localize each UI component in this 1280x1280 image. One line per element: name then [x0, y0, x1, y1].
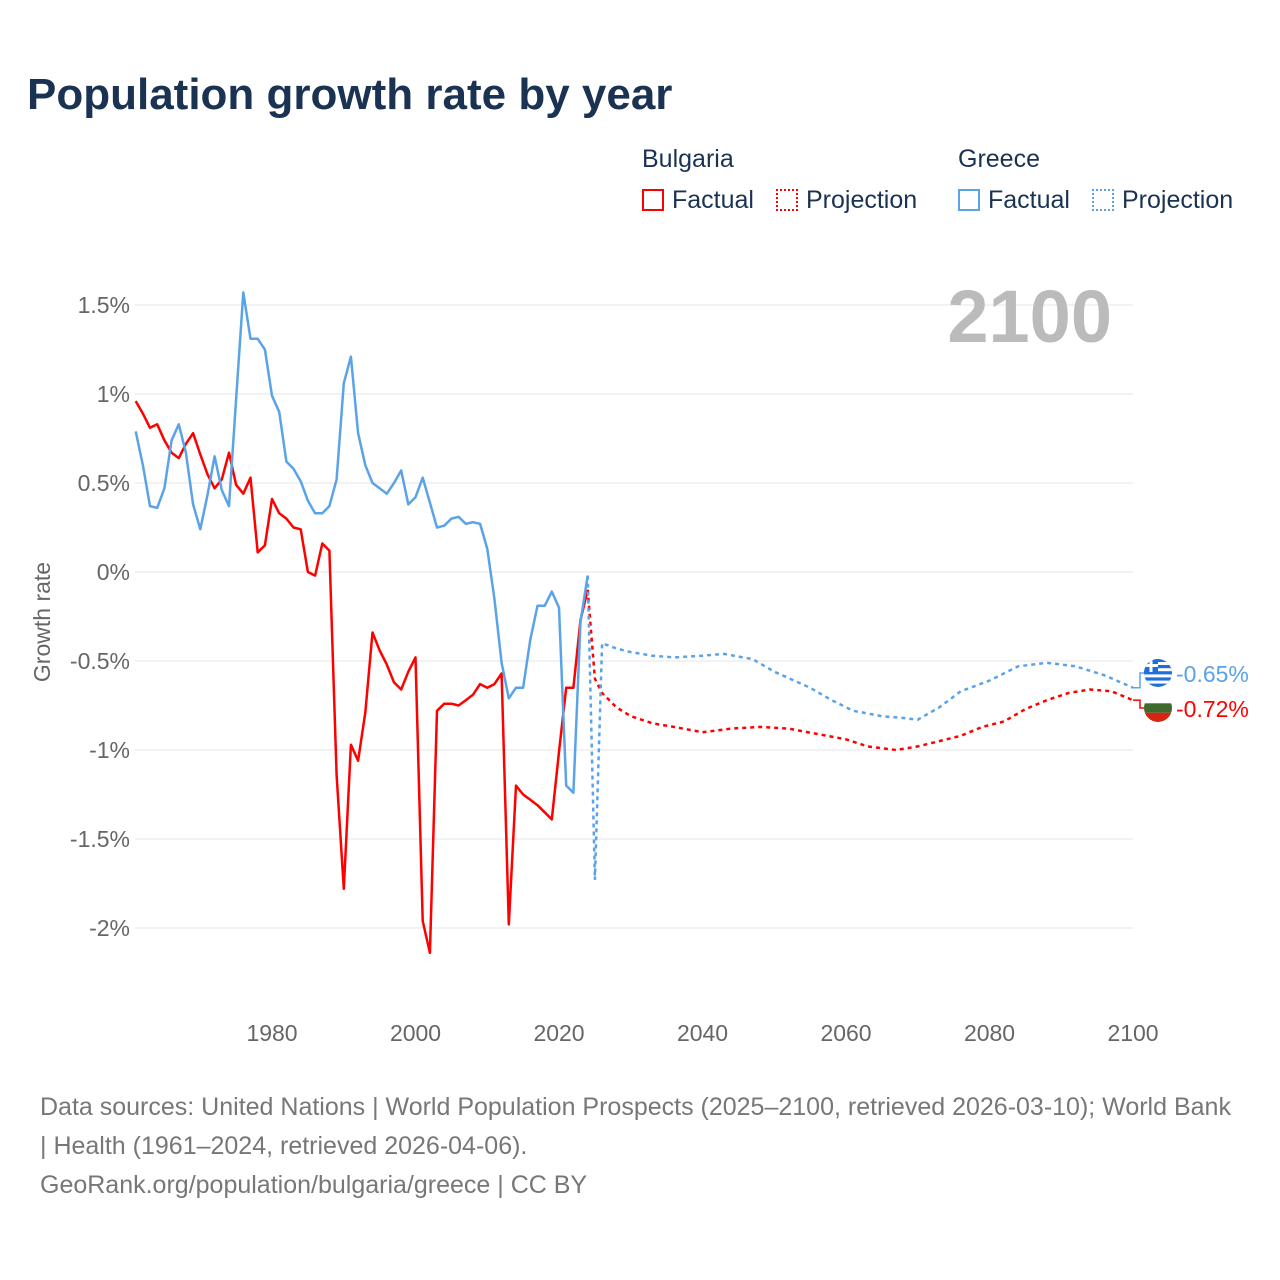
legend-swatch-solid: [958, 189, 980, 211]
legend-swatch-dotted: [776, 189, 798, 211]
line-chart: 1.5% 1% 0.5% 0% -0.5% -1% -1.5% -2% 1980 2000 2020…: [29, 275, 1249, 1046]
legend-group-greece: Greece: [958, 145, 1040, 173]
data-sources: Data sources: United Nations | World Pop…: [40, 1093, 1231, 1160]
x-tick-label: 2100: [1107, 1020, 1158, 1046]
legend-swatch-solid: [642, 189, 664, 211]
x-tick-label: 2080: [964, 1020, 1015, 1046]
legend-greece-projection[interactable]: Projection: [1092, 186, 1233, 215]
chart-title: Population growth rate by year: [27, 70, 673, 119]
legend-label: Projection: [806, 186, 918, 214]
legend-label: Factual: [672, 186, 754, 214]
x-tick-label: 2020: [533, 1020, 584, 1046]
legend-label: Projection: [1122, 186, 1234, 214]
end-connector: [1133, 672, 1144, 689]
legend-label: Factual: [988, 186, 1070, 214]
y-tick-label: -1%: [89, 737, 130, 763]
y-tick-label: -2%: [89, 915, 130, 941]
footer: Data sources: United Nations | World Pop…: [40, 1088, 1240, 1205]
y-tick-label: -0.5%: [70, 648, 130, 674]
x-tick-label: 2060: [820, 1020, 871, 1046]
greece-flag-icon: [1144, 659, 1172, 687]
projection-line-greece: [586, 575, 1134, 880]
year-label: 2100: [947, 275, 1112, 358]
x-tick-label: 2040: [677, 1020, 728, 1046]
legend-bulgaria-factual[interactable]: Factual: [642, 186, 754, 215]
factual-line-bulgaria: [134, 400, 589, 955]
y-tick-label: 1.5%: [78, 292, 130, 318]
x-tick-label: 1980: [246, 1020, 297, 1046]
bulgaria-flag-icon: [1144, 694, 1172, 722]
end-value-label: -0.65%: [1176, 661, 1249, 687]
y-tick-label: 0.5%: [78, 470, 130, 496]
x-tick-label: 2000: [390, 1020, 441, 1046]
legend-group-bulgaria: Bulgaria: [642, 145, 734, 173]
factual-line-greece: [134, 291, 589, 794]
credit-link[interactable]: GeoRank.org/population/bulgaria/greece |…: [40, 1171, 588, 1199]
end-value-label: -0.72%: [1176, 696, 1249, 722]
legend-bulgaria-projection[interactable]: Projection: [776, 186, 917, 215]
legend-greece-factual[interactable]: Factual: [958, 186, 1070, 215]
y-tick-label: 0%: [97, 559, 130, 585]
y-tick-label: 1%: [97, 381, 130, 407]
y-axis-label: Growth rate: [29, 562, 55, 682]
legend-swatch-dotted: [1092, 189, 1114, 211]
projection-line-bulgaria: [586, 589, 1134, 752]
end-connector: [1133, 699, 1144, 709]
y-tick-label: -1.5%: [70, 826, 130, 852]
